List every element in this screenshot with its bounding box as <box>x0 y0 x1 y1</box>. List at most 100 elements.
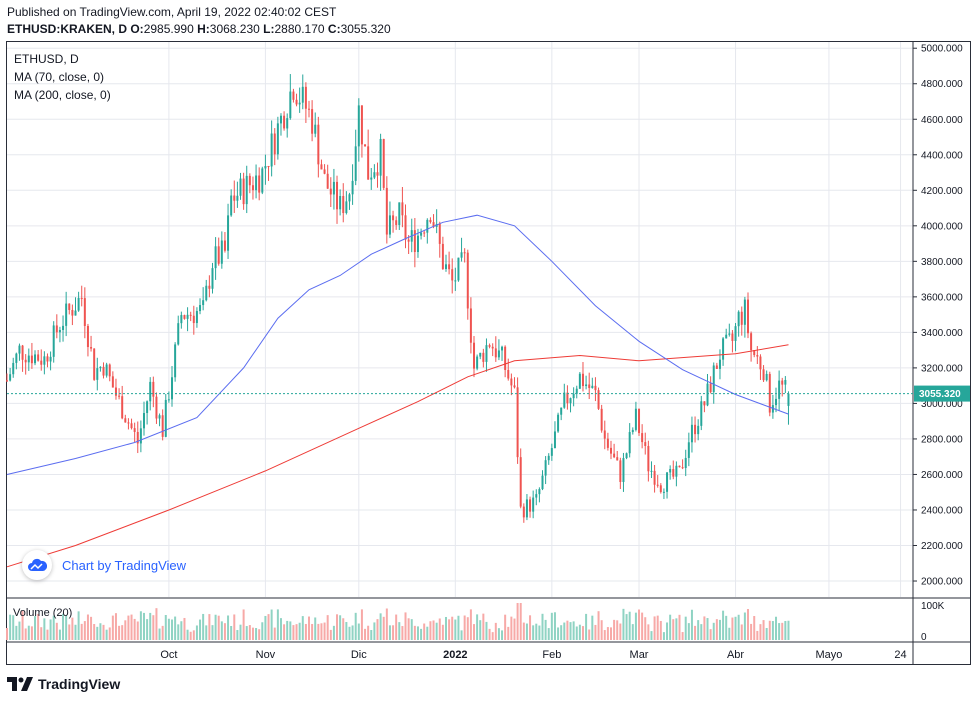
volume-bar <box>46 629 49 640</box>
volume-bar <box>304 623 307 640</box>
volume-bar <box>295 624 298 640</box>
time-axis: Oct Nov Dic 2022 Feb Mar Abr Mayo 24 <box>160 649 906 661</box>
candle-body <box>354 146 357 181</box>
cloud-icon <box>22 550 52 580</box>
volume-bar <box>616 620 619 640</box>
candle-body <box>675 465 678 477</box>
candle-body <box>681 467 684 469</box>
volume-bar <box>454 619 457 640</box>
volume-bar <box>398 622 401 640</box>
candles <box>6 74 790 523</box>
price-tick-label: 4800.000 <box>921 79 963 90</box>
candle-body <box>616 457 619 461</box>
volume-bar <box>270 609 273 640</box>
low-value: 2880.170 <box>274 22 325 36</box>
candle-body <box>258 175 261 193</box>
tradingview-logo[interactable]: TradingView <box>7 676 120 692</box>
volume-bar <box>722 610 725 640</box>
candle-body <box>740 311 743 325</box>
candle-body <box>93 348 96 380</box>
volume-bar <box>538 625 541 640</box>
candle-body <box>669 469 672 473</box>
candle-body <box>370 177 373 180</box>
candle-body <box>248 175 251 186</box>
volume-bar <box>585 613 588 640</box>
volume-bar <box>653 616 656 640</box>
volume-bar <box>364 628 367 640</box>
volume-bar <box>142 612 145 640</box>
candle-body <box>746 299 749 334</box>
candle-body <box>535 494 538 498</box>
volume-bar <box>376 619 379 640</box>
volume-bar <box>778 623 781 640</box>
volume-bar <box>127 615 130 640</box>
volume-bar <box>267 614 270 640</box>
volume-bar <box>351 625 354 640</box>
price-tick-label: 5000.000 <box>921 44 963 55</box>
candle-body <box>550 448 553 456</box>
candle-body <box>233 195 236 201</box>
candle-body <box>183 315 186 319</box>
volume-bar <box>155 608 158 640</box>
candle-body <box>401 202 404 216</box>
volume-bar <box>413 625 416 640</box>
candle-body <box>516 387 519 458</box>
candle-body <box>750 333 753 351</box>
volume-bar <box>279 618 282 640</box>
candle-body <box>672 469 675 477</box>
candle-body <box>261 168 264 193</box>
time-tick-label: Oct <box>160 649 177 661</box>
candle-body <box>367 146 370 180</box>
volume-bar <box>52 615 55 640</box>
ma200-line <box>6 344 789 568</box>
candle-body <box>292 91 295 100</box>
symbol-text: ETHUSD:KRAKEN, D <box>7 22 127 36</box>
volume-bar <box>756 630 759 640</box>
candle-body <box>202 300 205 306</box>
volume-bar <box>681 632 684 640</box>
candle-body <box>588 384 591 388</box>
candle-body <box>68 303 71 310</box>
price-tick-label: 2400.000 <box>921 505 963 516</box>
candle-body <box>96 368 99 380</box>
candle-body <box>171 377 174 400</box>
candle-body <box>725 334 728 339</box>
candle-body <box>768 373 771 413</box>
volume-bar <box>420 628 423 640</box>
candle-body <box>532 497 535 512</box>
volume-bar <box>566 620 569 640</box>
candle-body <box>251 185 254 191</box>
volume-max-label: 100K <box>921 601 945 612</box>
volume-bar <box>647 624 650 640</box>
published-line: Published on TradingView.com, April 19, … <box>7 5 337 19</box>
chart-by-tradingview-badge[interactable]: Chart by TradingView <box>22 550 186 580</box>
price-tick-label: 2000.000 <box>921 577 963 588</box>
candle-body <box>666 472 669 492</box>
volume-bar <box>43 618 46 640</box>
legend-ma70: MA (70, close, 0) <box>14 70 105 84</box>
volume-bar <box>34 616 37 640</box>
candle-body <box>357 105 360 147</box>
candle-body <box>52 325 55 357</box>
volume-bar <box>535 623 538 640</box>
volume-bars <box>6 603 790 640</box>
candle-body <box>765 373 768 381</box>
volume-bar <box>251 627 254 640</box>
volume-bar <box>174 616 177 640</box>
volume-bar <box>510 616 513 640</box>
time-tick-label: Mar <box>630 649 649 661</box>
candle-body <box>12 362 15 375</box>
candle-body <box>522 506 525 518</box>
high-value: 3068.230 <box>209 22 260 36</box>
candle-body <box>86 325 89 348</box>
volume-bar <box>687 623 690 640</box>
volume-bar <box>392 625 395 640</box>
price-tick-label: 4600.000 <box>921 115 963 126</box>
close-label: C: <box>327 22 341 36</box>
volume-bar <box>504 614 507 640</box>
volume-bar <box>557 627 560 640</box>
volume-bar <box>6 628 8 640</box>
volume-bar <box>697 620 700 640</box>
candle-body <box>264 166 267 169</box>
